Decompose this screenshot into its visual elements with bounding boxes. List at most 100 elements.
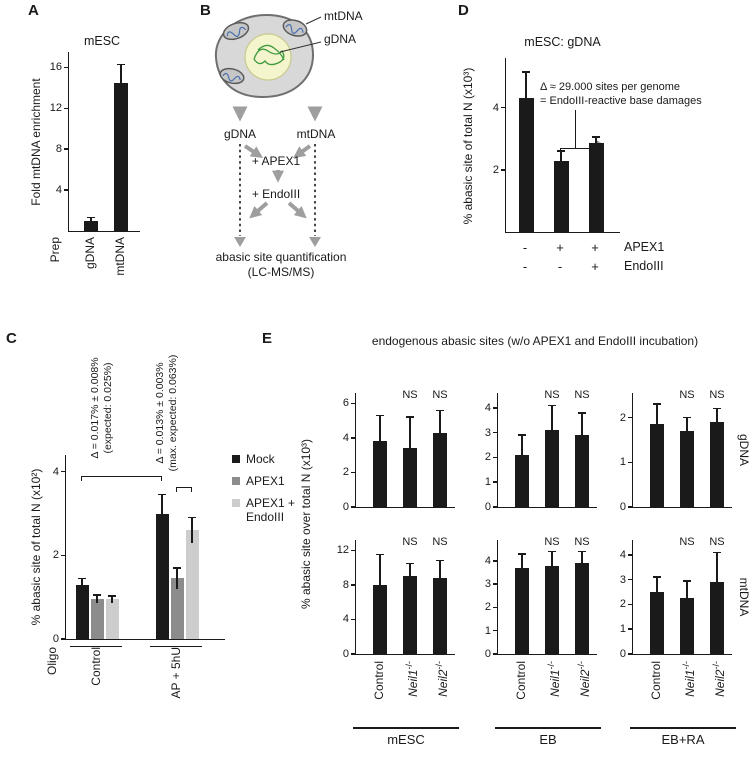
y-tick <box>493 407 498 409</box>
y-tick <box>61 638 66 640</box>
legend-swatch <box>232 499 240 507</box>
x-tick-label: gDNA <box>83 237 97 270</box>
ns-label: NS <box>679 389 695 401</box>
y-tick <box>493 629 498 632</box>
flow-mtdna-label: mtDNA <box>296 127 336 141</box>
bar <box>518 98 534 232</box>
panel-b-label: B <box>200 2 211 19</box>
error-bar-cap <box>108 595 116 597</box>
treatment-symbol: + <box>556 240 564 255</box>
flow-apex1-label: + APEX1 <box>251 154 301 168</box>
error-bar <box>581 412 583 458</box>
bracket-tick <box>161 476 163 481</box>
error-bar-cap <box>518 553 526 555</box>
error-bar <box>686 417 688 445</box>
y-tick <box>493 456 498 459</box>
error-bar <box>120 64 122 102</box>
arrow-gdna-to-apex1 <box>243 144 263 158</box>
y-tick <box>493 481 498 483</box>
group-line <box>630 727 736 729</box>
bracket-tick <box>176 487 178 492</box>
error-bar <box>439 560 441 596</box>
error-bar-cap <box>653 576 661 578</box>
y-tick <box>628 603 633 606</box>
x-tick-label: Control <box>514 661 528 700</box>
bar <box>433 578 447 654</box>
y-tick-label: 1 <box>619 456 626 469</box>
error-bar-cap <box>578 412 586 414</box>
y-axis-label: Fold mtDNA enrichment <box>29 78 43 206</box>
bar <box>650 424 664 507</box>
bar <box>515 454 529 507</box>
error-bar <box>176 567 178 589</box>
y-tick <box>64 66 69 69</box>
panel-d-label: D <box>458 2 469 19</box>
bar <box>403 576 417 654</box>
x-tick-label: Neil2-/- <box>434 661 450 697</box>
y-tick-label: 3 <box>484 578 491 591</box>
y-tick-label: 0 <box>342 648 349 660</box>
x-tick-label: Control <box>649 661 663 700</box>
legend-swatch <box>232 477 240 485</box>
arrowhead-right <box>309 237 321 247</box>
y-tick-label: 2 <box>342 466 349 479</box>
y-tick-label: 12 <box>336 544 349 557</box>
y-tick <box>493 583 498 585</box>
y-tick-label: 12 <box>49 102 62 115</box>
workflow-arrows <box>232 106 323 247</box>
error-bar-cap <box>436 559 444 562</box>
y-tick <box>628 653 633 655</box>
chart-a-plot: 4 8 12 16 <box>50 52 140 232</box>
bar <box>185 530 199 639</box>
y-tick-label: 4 <box>492 101 499 114</box>
error-bar-cap <box>713 407 721 410</box>
error-bar-cap <box>683 580 691 582</box>
arrow-endoiii-left <box>249 201 269 219</box>
legend-label: Mock <box>246 452 275 466</box>
arrowhead-left <box>234 237 246 247</box>
y-tick-label: 4 <box>484 401 491 414</box>
x-axis-label: Oligo <box>45 647 59 676</box>
y-tick <box>493 506 498 508</box>
error-bar-cap <box>548 404 556 407</box>
x-tick-label: Neil1-/- <box>404 661 420 697</box>
ns-label: NS <box>432 389 448 401</box>
error-bar-cap <box>522 71 530 73</box>
y-tick <box>628 461 633 464</box>
flow-result-line2: (LC-MS/MS) <box>247 265 315 279</box>
bar <box>105 599 119 639</box>
y-tick <box>501 169 506 171</box>
x-tick-label: mtDNA <box>113 237 127 276</box>
y-tick-label: 1 <box>484 476 491 489</box>
y-tick <box>64 189 69 191</box>
row-label-gdna: gDNA <box>737 433 751 466</box>
cell-gdna-label: gDNA <box>324 32 357 46</box>
error-bar-cap <box>93 594 101 596</box>
x-tick-label: AP + 5hU <box>169 647 183 699</box>
bar <box>170 578 184 639</box>
legend: Mock APEX1 APEX1 + EndoIII <box>232 452 295 532</box>
y-tick <box>351 506 356 508</box>
group-line <box>353 727 459 729</box>
y-tick-label: 4 <box>342 431 349 444</box>
gdna-squiggle <box>253 44 285 66</box>
arrow-mtdna-to-apex1 <box>293 144 312 159</box>
error-bar <box>191 517 193 543</box>
error-bar <box>161 494 163 533</box>
ns-label: NS <box>402 536 418 548</box>
bar <box>588 143 604 232</box>
y-tick <box>351 584 356 586</box>
y-tick <box>493 653 498 655</box>
error-bar-cap <box>376 414 384 417</box>
ns-label: NS <box>574 389 590 401</box>
y-tick-label: 8 <box>342 578 349 591</box>
y-tick-label: 8 <box>55 143 62 156</box>
panel-e-title: endogenous abasic sites (w/o APEX1 and E… <box>371 334 699 348</box>
mitochondrion-icon <box>222 21 250 41</box>
error-bar-cap <box>518 434 526 436</box>
ns-label: NS <box>679 536 695 548</box>
bar <box>545 565 559 654</box>
y-tick <box>351 653 356 655</box>
error-bar <box>656 577 658 607</box>
